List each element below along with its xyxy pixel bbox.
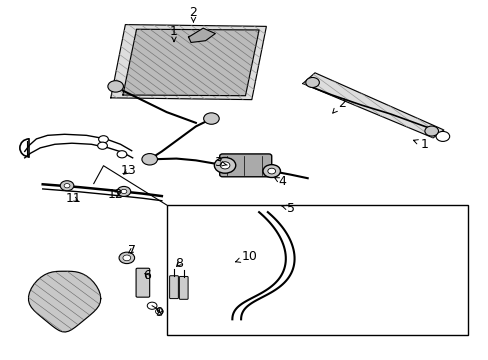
Text: 10: 10 [235,250,257,263]
Circle shape [117,151,126,158]
Circle shape [121,189,126,194]
Text: 3: 3 [213,156,227,169]
Circle shape [98,142,107,149]
Polygon shape [111,24,266,100]
Circle shape [99,136,108,143]
Text: 1: 1 [170,25,178,41]
Polygon shape [188,28,215,42]
FancyBboxPatch shape [169,276,178,298]
Circle shape [155,309,163,314]
Text: 11: 11 [65,192,81,205]
Text: 13: 13 [121,164,136,177]
Text: 9: 9 [155,306,163,319]
Circle shape [214,157,235,173]
Polygon shape [28,271,101,332]
Polygon shape [302,73,443,138]
FancyBboxPatch shape [179,276,188,299]
Circle shape [64,184,70,188]
Circle shape [122,255,130,261]
Bar [166,205,467,336]
Circle shape [60,181,74,191]
Circle shape [305,77,319,87]
Text: 1: 1 [412,138,427,151]
Circle shape [117,186,130,197]
Polygon shape [122,29,259,96]
Text: 5: 5 [281,202,294,215]
Circle shape [263,165,280,177]
Text: 2: 2 [189,6,197,22]
Circle shape [267,168,275,174]
Text: 8: 8 [175,257,183,270]
Text: 6: 6 [143,269,151,282]
Text: 12: 12 [107,188,123,201]
Circle shape [142,154,157,165]
Text: 4: 4 [274,175,286,188]
Circle shape [424,126,438,136]
Text: 7: 7 [127,244,135,257]
Circle shape [119,252,134,264]
FancyBboxPatch shape [136,268,149,297]
Circle shape [220,162,229,169]
Circle shape [435,131,449,141]
Circle shape [147,302,157,309]
Circle shape [108,81,123,92]
Circle shape [203,113,219,124]
Text: 2: 2 [332,97,345,113]
FancyBboxPatch shape [219,154,271,177]
